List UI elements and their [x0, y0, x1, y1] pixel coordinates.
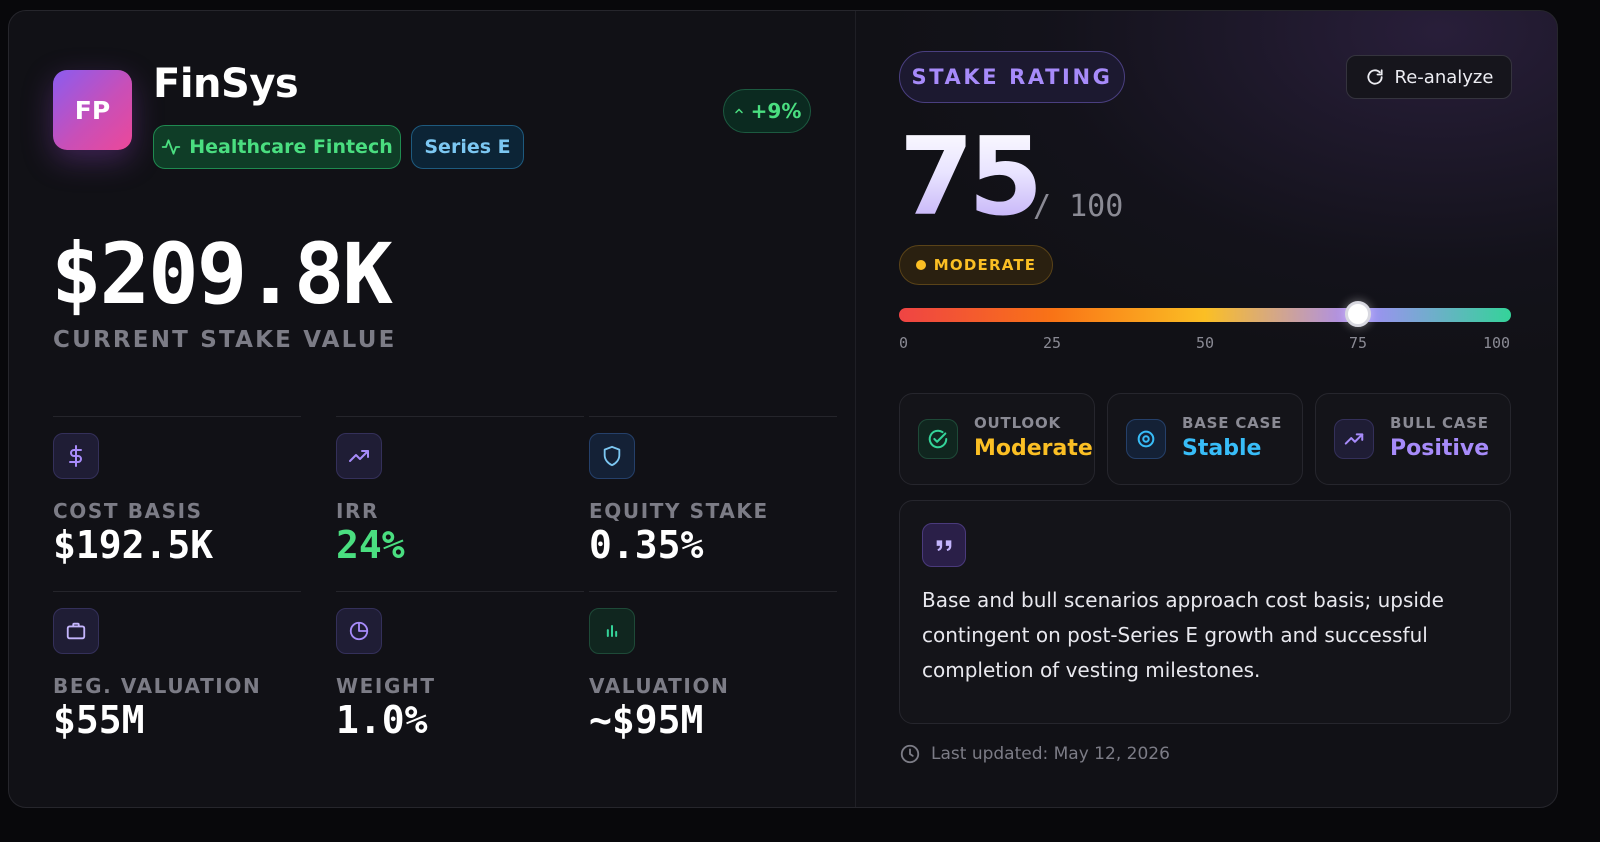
scenario-value: Positive	[1390, 436, 1490, 461]
scenario-bull-case: BULL CASE Positive	[1315, 393, 1511, 485]
scale-tick: 75	[1349, 334, 1368, 352]
stake-value: $209.8K	[51, 225, 393, 323]
rating-scale-bar	[899, 308, 1511, 322]
refresh-icon	[1366, 69, 1383, 85]
shield-icon	[589, 433, 635, 479]
metric-label: VALUATION	[589, 674, 730, 698]
quote-icon	[922, 523, 966, 567]
series-label: Series E	[424, 136, 511, 158]
panel-divider	[855, 11, 856, 807]
bar-chart-icon	[589, 608, 635, 654]
activity-icon	[162, 139, 181, 155]
chevron-up-icon	[734, 108, 743, 114]
trending-up-icon	[336, 433, 382, 479]
reanalyze-button[interactable]: Re-analyze	[1346, 55, 1512, 99]
metric-label: IRR	[336, 499, 380, 523]
last-updated: Last updated: May 12, 2026	[899, 743, 1170, 765]
metric-equity-stake: EQUITY STAKE 0.35%	[589, 416, 837, 591]
scenario-outlook: OUTLOOK Moderate	[899, 393, 1095, 485]
pie-chart-icon	[336, 608, 382, 654]
check-circle-icon	[918, 419, 958, 459]
stake-rating-badge: STAKE RATING	[899, 51, 1125, 103]
metric-value: ~$95M	[589, 698, 704, 742]
scale-tick: 0	[899, 334, 909, 352]
metric-label: BEG. VALUATION	[53, 674, 262, 698]
sector-badge: Healthcare Fintech	[153, 125, 401, 169]
metric-value: 1.0%	[336, 698, 428, 742]
company-initials: FP	[74, 95, 111, 125]
rating-level: MODERATE	[933, 256, 1037, 274]
metric-value: $55M	[53, 698, 145, 742]
rating-max: / 100	[1033, 189, 1124, 224]
metric-label: COST BASIS	[53, 499, 203, 523]
analyst-note-text: Base and bull scenarios approach cost ba…	[922, 588, 1444, 682]
rating-score: 75	[899, 115, 1043, 240]
change-value: +9%	[750, 99, 802, 123]
analyst-note-card: Base and bull scenarios approach cost ba…	[899, 500, 1511, 724]
briefcase-icon	[53, 608, 99, 654]
metric-beg-valuation: BEG. VALUATION $55M	[53, 591, 301, 766]
clock-icon	[900, 744, 920, 764]
stake-card: FP FinSys Healthcare Fintech Series E +9…	[8, 10, 1558, 808]
series-badge: Series E	[411, 125, 524, 169]
metric-value: 0.35%	[589, 523, 704, 567]
metric-label: WEIGHT	[336, 674, 436, 698]
rating-knob	[1345, 301, 1371, 327]
level-dot	[915, 260, 926, 270]
metric-label: EQUITY STAKE	[589, 499, 769, 523]
metric-value: 24%	[336, 523, 405, 567]
scenario-label: BASE CASE	[1182, 414, 1283, 432]
stake-value-label: CURRENT STAKE VALUE	[53, 327, 397, 353]
scenario-value: Moderate	[974, 436, 1093, 461]
change-badge: +9%	[723, 89, 811, 133]
dollar-icon	[53, 433, 99, 479]
trending-up-icon	[1334, 419, 1374, 459]
scenario-value: Stable	[1182, 436, 1262, 461]
target-icon	[1126, 419, 1166, 459]
reanalyze-label: Re-analyze	[1394, 66, 1494, 88]
scale-tick: 25	[1043, 334, 1062, 352]
metric-cost-basis: COST BASIS $192.5K	[53, 416, 301, 591]
metric-valuation: VALUATION ~$95M	[589, 591, 837, 766]
scale-tick: 50	[1196, 334, 1215, 352]
sector-label: Healthcare Fintech	[189, 136, 393, 158]
company-logo: FP	[53, 70, 132, 150]
scenario-label: BULL CASE	[1390, 414, 1489, 432]
scale-tick: 100	[1483, 334, 1511, 352]
scenario-label: OUTLOOK	[974, 414, 1061, 432]
scenario-base-case: BASE CASE Stable	[1107, 393, 1303, 485]
company-name: FinSys	[153, 61, 299, 107]
metric-value: $192.5K	[53, 523, 214, 567]
last-updated-text: Last updated: May 12, 2026	[931, 744, 1170, 764]
rating-level-badge: MODERATE	[899, 245, 1053, 285]
metric-irr: IRR 24%	[336, 416, 584, 591]
metric-weight: WEIGHT 1.0%	[336, 591, 584, 766]
